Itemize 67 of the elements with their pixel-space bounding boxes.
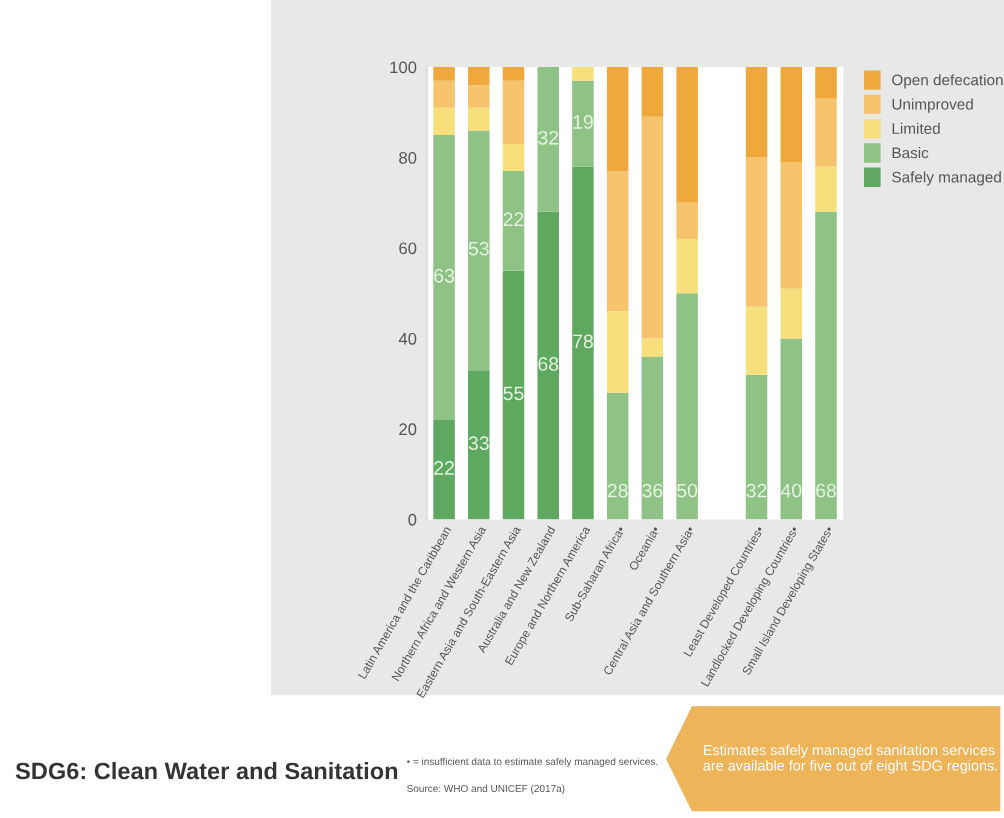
bar (641, 67, 664, 117)
y-tick-label: 80 (399, 151, 417, 164)
data-label: 22 (434, 461, 454, 475)
bar (745, 374, 768, 520)
bar (606, 392, 629, 520)
bar (641, 356, 664, 520)
data-label: 36 (642, 483, 663, 498)
bar (780, 288, 803, 339)
data-label: 55 (503, 386, 524, 401)
bar (433, 67, 455, 81)
data-label: 50 (677, 483, 698, 498)
text: SDG6: Clean Water and Sanitation (15, 762, 398, 780)
bar (676, 293, 698, 520)
data-label: 19 (573, 115, 593, 129)
bar (433, 134, 455, 420)
bar (502, 270, 525, 520)
bar (468, 370, 490, 520)
bar (468, 130, 490, 371)
bar (745, 157, 768, 307)
bar (606, 171, 629, 312)
bar (433, 80, 455, 108)
data-label: 78 (573, 334, 593, 349)
data-label: 32 (746, 483, 767, 498)
y-tick-label: 0 (408, 513, 417, 526)
y-tick-label: 40 (398, 332, 417, 345)
bar (780, 162, 803, 289)
data-label: 53 (468, 241, 489, 256)
y-tick-label: 20 (399, 423, 417, 436)
bar (433, 107, 455, 135)
bar (433, 419, 455, 520)
data-label: 28 (607, 483, 628, 498)
bar (641, 116, 664, 339)
bar (641, 338, 664, 357)
bar (468, 85, 490, 108)
bar (815, 166, 837, 212)
bar (676, 202, 698, 239)
bar (502, 171, 525, 271)
data-label: 63 (434, 268, 455, 283)
bar (815, 98, 837, 167)
bar (780, 338, 803, 520)
data-label: 68 (538, 357, 559, 371)
bar (537, 67, 559, 212)
data-label: 68 (816, 483, 836, 498)
bar (745, 306, 768, 375)
bar (606, 311, 629, 393)
bar (572, 67, 594, 81)
bar (502, 143, 525, 172)
data-label: 40 (780, 483, 802, 498)
bar (815, 211, 837, 520)
data-label: 22 (503, 212, 524, 226)
bar (537, 211, 559, 520)
bar (780, 67, 803, 163)
bar (572, 166, 594, 520)
y-tick-label: 100 (390, 61, 417, 74)
bar (676, 238, 698, 294)
bar (745, 67, 768, 158)
bar (502, 80, 525, 144)
bar (676, 67, 698, 203)
bar (468, 107, 490, 131)
bar (468, 67, 490, 86)
bar (815, 67, 837, 99)
bar (572, 80, 594, 167)
data-label: 32 (538, 130, 559, 145)
bar (606, 67, 629, 172)
bar (502, 67, 525, 81)
data-label: 33 (468, 436, 489, 451)
y-tick-label: 60 (399, 242, 417, 255)
